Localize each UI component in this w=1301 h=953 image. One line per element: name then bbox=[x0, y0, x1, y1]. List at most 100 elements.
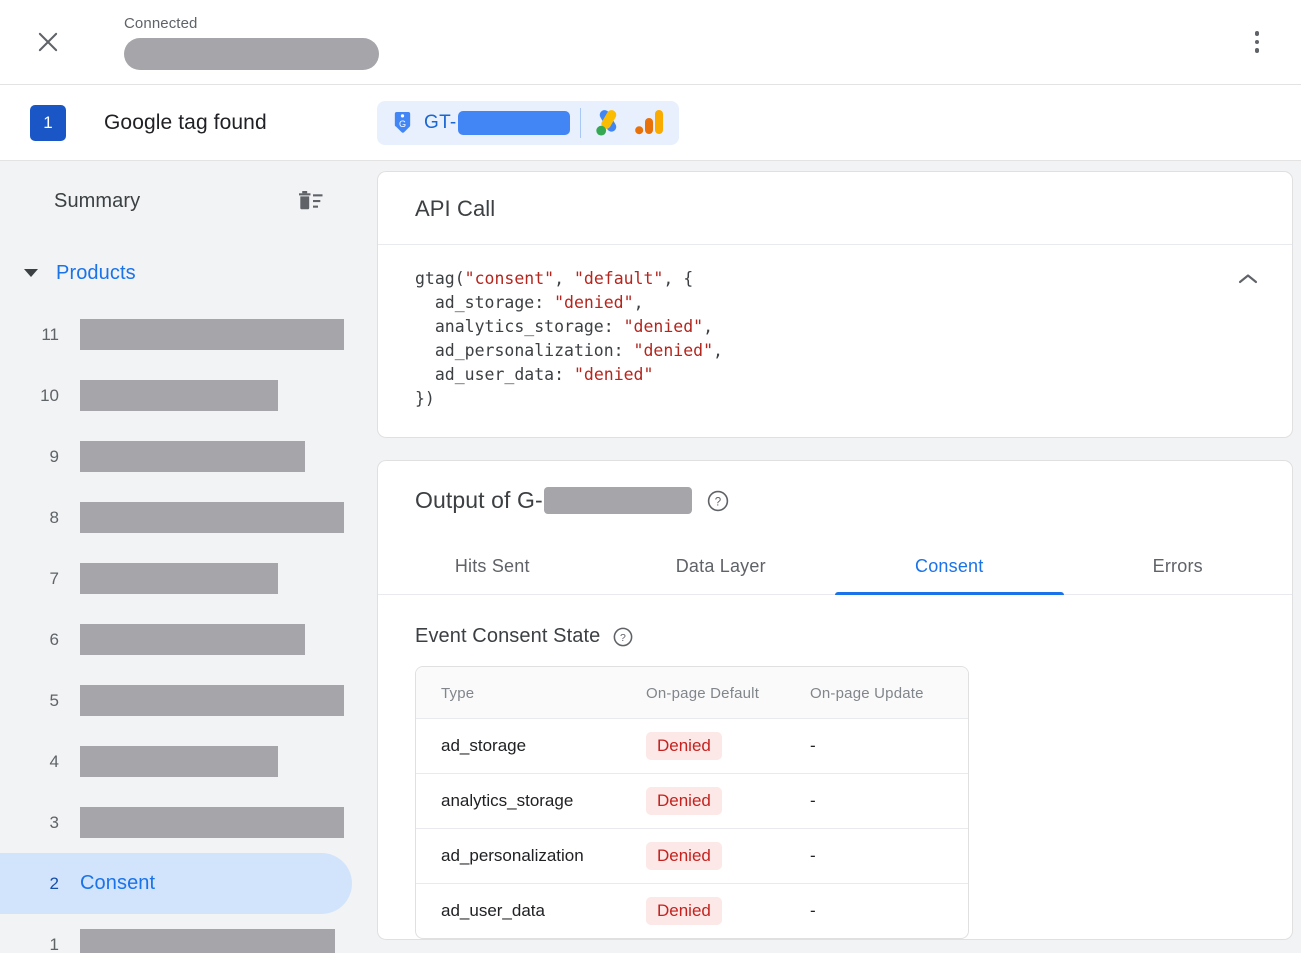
google-analytics-icon bbox=[634, 109, 663, 134]
api-call-card: API Call gtag("consent", "default", { ad… bbox=[377, 171, 1293, 438]
code-string: "denied" bbox=[573, 365, 654, 384]
collapse-api-call-button[interactable] bbox=[1232, 263, 1264, 295]
sidebar-item-index: 4 bbox=[49, 751, 59, 771]
consent-type-cell: ad_personalization bbox=[416, 828, 646, 884]
sidebar-item[interactable]: 8 bbox=[0, 487, 377, 548]
output-measurement-id-redacted bbox=[543, 487, 692, 514]
sidebar-item-label-redacted bbox=[80, 746, 278, 777]
code-string: "denied" bbox=[554, 293, 634, 312]
output-title-prefix: Output of G- bbox=[415, 487, 543, 513]
sidebar-event-list: 11 10 9 8 7 6 5 4 3 2 Consent 1 bbox=[0, 304, 377, 953]
sidebar-item[interactable]: 7 bbox=[0, 548, 377, 609]
chip-divider bbox=[579, 107, 581, 138]
tab-errors[interactable]: Errors bbox=[1152, 556, 1203, 576]
onpage-default-cell: Denied bbox=[646, 718, 810, 774]
code-string: "denied" bbox=[623, 317, 704, 336]
table-row: ad_personalization Denied - bbox=[416, 828, 968, 884]
consent-type-cell: ad_user_data bbox=[416, 883, 646, 938]
sidebar-item-label-redacted bbox=[80, 380, 278, 411]
status-badge: Denied bbox=[646, 842, 722, 870]
tab-hits-sent[interactable]: Hits Sent bbox=[454, 556, 530, 576]
column-header-onpage-default: On-page Default bbox=[646, 667, 810, 719]
sidebar-item[interactable]: 9 bbox=[0, 426, 377, 487]
connection-value-redacted bbox=[124, 37, 379, 70]
tab-data-layer[interactable]: Data Layer bbox=[675, 556, 766, 576]
clear-all-trash-icon bbox=[299, 191, 323, 210]
sidebar-group-label: Products bbox=[56, 261, 136, 284]
sidebar-item[interactable]: 6 bbox=[0, 609, 377, 670]
close-button[interactable] bbox=[24, 18, 72, 66]
code-text: , { bbox=[663, 269, 694, 288]
api-call-code-region: gtag("consent", "default", { ad_storage:… bbox=[378, 245, 1292, 437]
sidebar-item-index: 1 bbox=[49, 934, 59, 953]
sidebar-item-label-redacted bbox=[80, 624, 305, 655]
help-circle-icon[interactable]: ? bbox=[706, 489, 730, 513]
google-tag-icon: G bbox=[394, 111, 411, 133]
sidebar-item[interactable]: 10 bbox=[0, 365, 377, 426]
top-bar: Connected bbox=[0, 0, 1301, 85]
sidebar-item-label: Consent bbox=[80, 872, 156, 894]
sidebar-header: Summary bbox=[0, 161, 377, 215]
google-tag-chip[interactable]: G GT- bbox=[377, 100, 679, 145]
sidebar-item-index: 2 bbox=[49, 873, 59, 893]
code-string: "consent" bbox=[464, 269, 555, 288]
code-text: , bbox=[633, 293, 644, 312]
status-badge: Denied bbox=[646, 897, 722, 925]
sidebar-item-index: 3 bbox=[49, 812, 59, 832]
onpage-default-cell: Denied bbox=[646, 828, 810, 884]
help-circle-icon[interactable]: ? bbox=[612, 626, 634, 648]
tab-consent[interactable]: Consent bbox=[835, 540, 1064, 595]
api-call-code: gtag("consent", "default", { ad_storage:… bbox=[415, 267, 1232, 411]
column-header-onpage-update: On-page Update bbox=[810, 667, 968, 719]
onpage-update-cell: - bbox=[810, 718, 968, 774]
svg-text:?: ? bbox=[715, 496, 722, 508]
card-divider bbox=[378, 244, 1292, 245]
svg-text:?: ? bbox=[620, 632, 626, 644]
sidebar-item-label-redacted bbox=[80, 441, 305, 472]
sidebar-title: Summary bbox=[54, 189, 141, 212]
sidebar-item-label-redacted bbox=[80, 685, 344, 716]
sidebar-group-products[interactable]: Products bbox=[0, 258, 377, 288]
clear-all-button[interactable] bbox=[297, 187, 325, 215]
sidebar-item-label-redacted bbox=[80, 807, 344, 838]
consent-state-table: Type On-page Default On-page Update ad_s… bbox=[416, 667, 968, 938]
connection-label: Connected bbox=[124, 14, 198, 32]
sidebar-item-index: 9 bbox=[49, 446, 59, 466]
sidebar-item-consent[interactable]: 2 Consent bbox=[0, 853, 352, 914]
consent-type-cell: ad_storage bbox=[416, 718, 646, 774]
sidebar-item-index: 8 bbox=[49, 507, 59, 527]
column-header-type: Type bbox=[416, 667, 646, 719]
chevron-up-icon bbox=[1238, 274, 1258, 284]
sidebar-item-label-redacted bbox=[80, 563, 278, 594]
tag-id: GT- bbox=[424, 110, 570, 135]
event-consent-state-header: Event Consent State ? bbox=[378, 595, 1292, 648]
consent-table-header-row: Type On-page Default On-page Update bbox=[416, 667, 968, 719]
sidebar-item[interactable]: 5 bbox=[0, 670, 377, 731]
sidebar-item[interactable]: 1 bbox=[0, 914, 377, 953]
consent-type-cell: analytics_storage bbox=[416, 773, 646, 829]
sidebar-item-index: 7 bbox=[49, 568, 59, 588]
status-badge: Denied bbox=[646, 787, 722, 815]
onpage-update-cell: - bbox=[810, 773, 968, 829]
google-ads-icon bbox=[595, 109, 616, 136]
sidebar-item[interactable]: 3 bbox=[0, 792, 377, 853]
overflow-menu-button[interactable] bbox=[1235, 20, 1279, 64]
more-vert-icon-dot bbox=[1254, 48, 1260, 53]
output-title-row: Output of G- ? bbox=[378, 461, 1292, 514]
onpage-update-cell: - bbox=[810, 883, 968, 938]
api-call-title: API Call bbox=[415, 196, 496, 221]
code-text: }) bbox=[415, 389, 435, 408]
code-text: ad_storage: bbox=[415, 293, 555, 312]
code-text: analytics_storage: bbox=[415, 317, 624, 336]
close-icon bbox=[38, 32, 58, 52]
sidebar-item-index: 5 bbox=[49, 690, 59, 710]
sidebar-item[interactable]: 4 bbox=[0, 731, 377, 792]
code-text: gtag( bbox=[415, 269, 465, 288]
sidebar-item-index: 11 bbox=[41, 324, 59, 344]
onpage-update-cell: - bbox=[810, 828, 968, 884]
sidebar-item[interactable]: 11 bbox=[0, 304, 377, 365]
consent-table-body: ad_storage Denied - analytics_storage Denied… bbox=[416, 718, 968, 938]
tag-count-badge: 1 bbox=[30, 104, 66, 141]
code-text: ad_user_data: bbox=[415, 365, 574, 384]
svg-text:G: G bbox=[399, 118, 406, 128]
